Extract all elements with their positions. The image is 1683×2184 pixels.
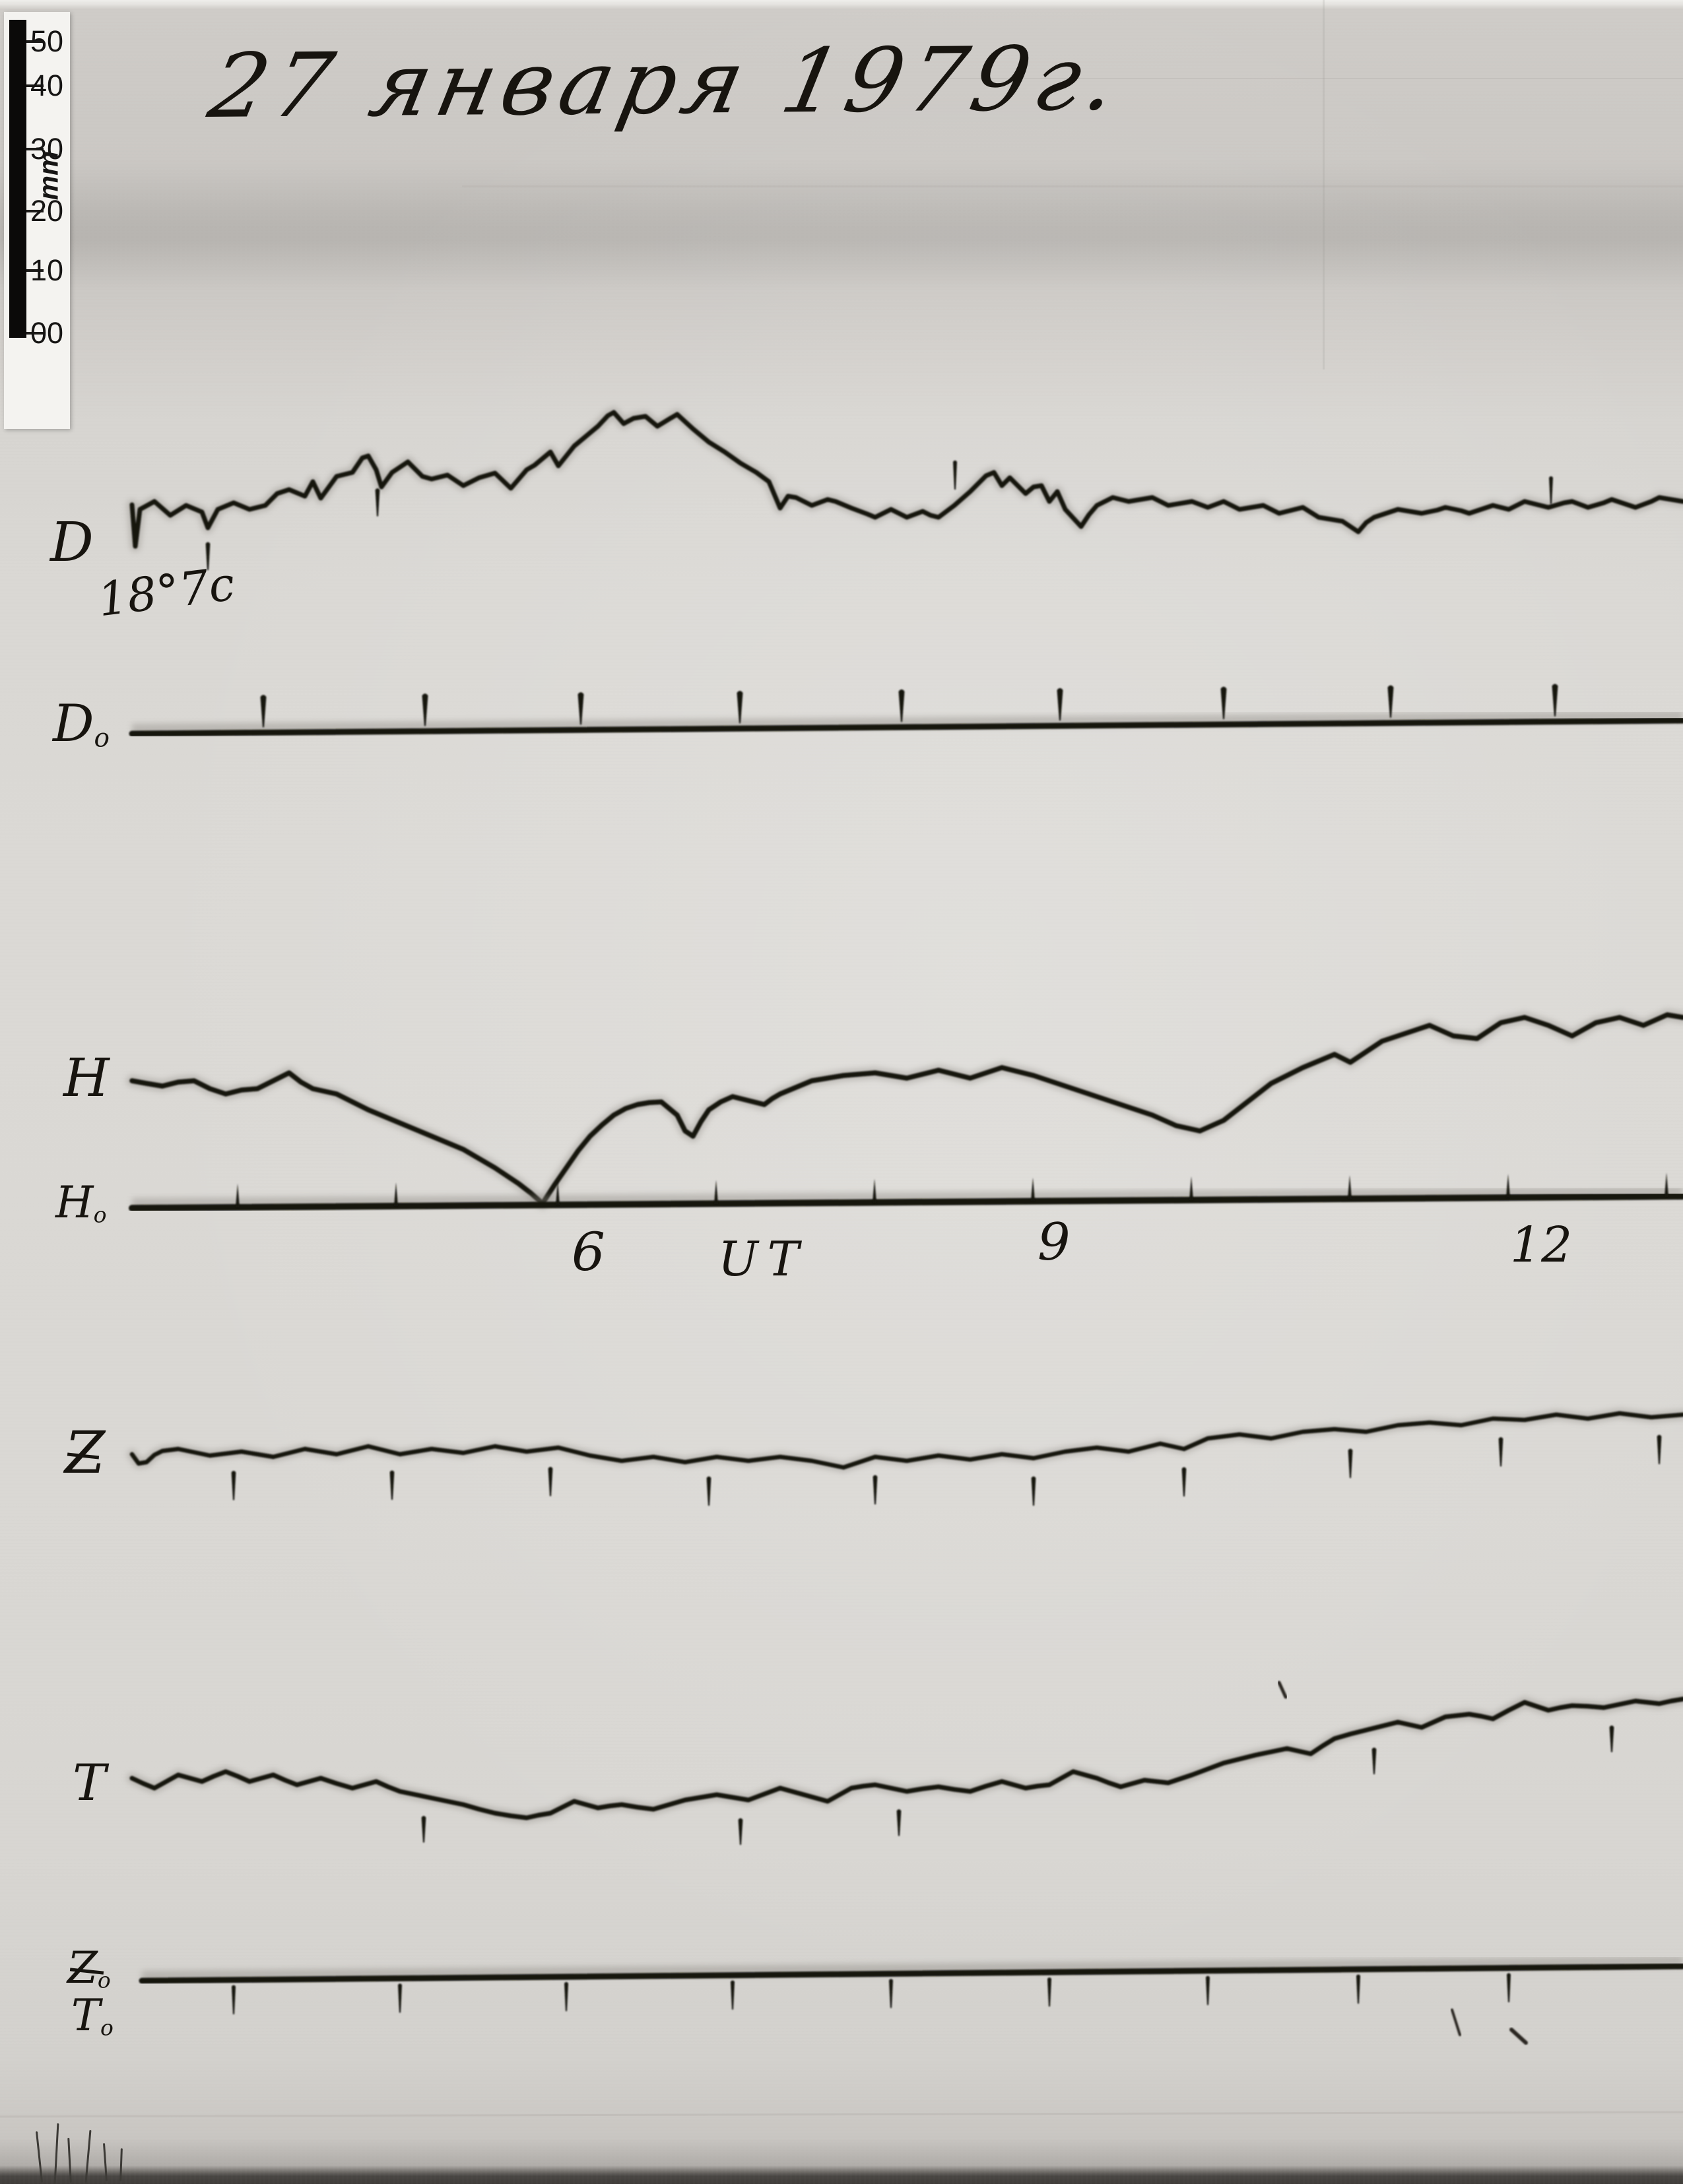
ink-speck — [1509, 2028, 1528, 2045]
trace-label-D: D — [50, 511, 94, 574]
hour-tick — [1031, 1177, 1035, 1202]
baseline-label-H0: Ho — [55, 1177, 107, 1228]
baseline-H0 — [129, 1193, 1683, 1211]
scan-artifact-line — [462, 185, 1683, 187]
baseline-halo-H0 — [131, 1186, 1683, 1209]
ruler-label-10: 10 — [30, 253, 64, 287]
hour-tick — [1189, 1176, 1193, 1200]
ruler-tick — [26, 40, 44, 43]
hour-label-6: 6 — [572, 1221, 605, 1283]
ruler-tick — [26, 84, 44, 87]
hour-tick-Z — [1657, 1434, 1662, 1464]
hour-tick — [1506, 1174, 1510, 1198]
time-unit-label: UT — [718, 1231, 808, 1287]
hour-tick — [260, 695, 267, 728]
trace-label-Z: Z — [65, 1419, 106, 1487]
hour-tick — [731, 1980, 735, 2010]
hour-tick-D — [205, 542, 211, 570]
trace-H — [129, 1012, 1683, 1206]
ruler-label-40: 40 — [30, 69, 64, 102]
hour-tick-Z — [1181, 1467, 1187, 1496]
hour-tick-T — [1609, 1725, 1614, 1752]
hour-tick-float — [1549, 476, 1553, 504]
hour-tick — [236, 1183, 240, 1207]
hour-tick — [564, 1981, 568, 2011]
ruler-black-bar — [9, 20, 26, 338]
hour-tick-Z — [231, 1471, 236, 1500]
ruler-tick — [26, 332, 44, 335]
ruler-label-30: 30 — [30, 132, 64, 166]
hour-tick — [1356, 1974, 1360, 2004]
baseline-label-Z0: Zo — [67, 1943, 111, 1993]
hour-tick-Z — [1498, 1437, 1503, 1467]
ruler-tick — [26, 269, 44, 272]
hour-tick — [714, 1180, 718, 1204]
hour-tick — [394, 1182, 398, 1206]
baseline-D0 — [129, 717, 1683, 737]
trace-halo-D — [126, 406, 1683, 552]
baseline-label-T0: To — [71, 1990, 114, 2041]
hour-tick-T — [421, 1816, 426, 1843]
scan-crease — [1323, 0, 1325, 369]
ruler-tick — [26, 210, 44, 212]
hour-label-12: 12 — [1510, 1217, 1573, 1273]
hour-tick — [578, 692, 584, 725]
hour-tick — [1665, 1172, 1668, 1197]
scan-artifact-line — [944, 78, 1683, 79]
hour-tick — [1047, 1977, 1051, 2007]
hour-tick-Z — [1031, 1476, 1036, 1506]
hour-tick — [1057, 688, 1063, 721]
hour-tick — [1206, 1975, 1210, 2005]
trace-D — [129, 410, 1683, 549]
hour-tick-Z — [1348, 1448, 1353, 1478]
hour-tick-T — [896, 1809, 902, 1836]
baseline-label-D0: Do — [53, 694, 110, 754]
date-title: 27 января 1979г. — [201, 26, 1133, 139]
hour-tick-float — [953, 460, 957, 490]
hour-tick-Z — [873, 1475, 878, 1504]
ink-speck — [1277, 1681, 1288, 1699]
hour-tick-Z — [706, 1476, 711, 1506]
hour-tick-T — [738, 1818, 743, 1845]
ruler-label-20: 20 — [30, 194, 64, 228]
ruler-label-50: 50 — [30, 24, 64, 58]
scan-shade-band — [0, 158, 1683, 290]
hour-tick — [873, 1178, 876, 1203]
trace-label-H: H — [63, 1047, 110, 1108]
ruler-label-00: 00 — [30, 316, 64, 350]
hour-tick — [1552, 684, 1558, 717]
hour-tick — [1220, 686, 1227, 719]
hour-tick-Z — [389, 1470, 395, 1500]
hour-tick-Z — [548, 1467, 553, 1496]
hour-tick — [1348, 1174, 1352, 1199]
hour-tick — [1507, 1973, 1511, 2003]
hour-tick — [898, 689, 905, 723]
hour-tick — [737, 691, 743, 724]
trace-T — [129, 1696, 1683, 1820]
baseline-Z0T0 — [139, 1963, 1683, 1984]
hour-tick — [1387, 685, 1394, 718]
hour-tick — [422, 693, 428, 726]
trace-Z — [129, 1411, 1683, 1470]
baseline-halo-Z0T0 — [141, 1956, 1683, 1981]
hour-tick-T — [1371, 1747, 1377, 1774]
ink-speck — [1451, 2008, 1461, 2036]
trace-label-T: T — [73, 1753, 106, 1812]
ruler-tick — [26, 148, 44, 150]
hour-label-9: 9 — [1038, 1213, 1071, 1272]
hour-tick — [556, 1181, 560, 1205]
hour-tick — [889, 1979, 893, 2008]
hour-tick-D — [375, 488, 380, 517]
mm-scale-ruler: mm 50 40 30 20 10 00 — [4, 12, 70, 429]
hour-tick — [398, 1983, 402, 2013]
hour-tick — [232, 1985, 236, 2014]
baseline-halo-D0 — [131, 711, 1683, 734]
